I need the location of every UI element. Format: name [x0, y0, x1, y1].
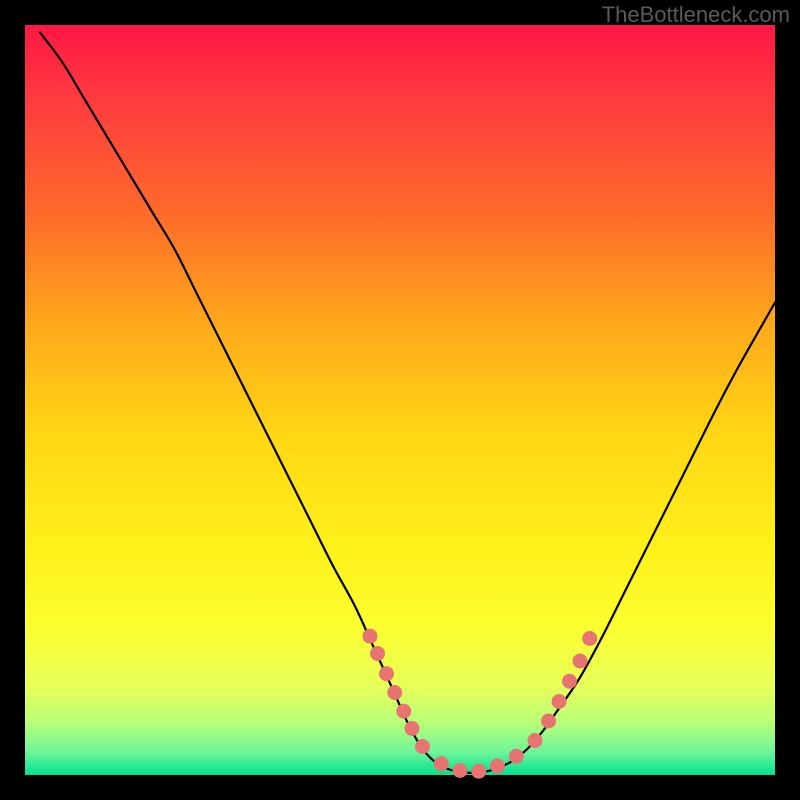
- chart-frame: TheBottleneck.com: [0, 0, 800, 800]
- watermark-text: TheBottleneck.com: [602, 2, 790, 28]
- plot-area: [25, 25, 775, 775]
